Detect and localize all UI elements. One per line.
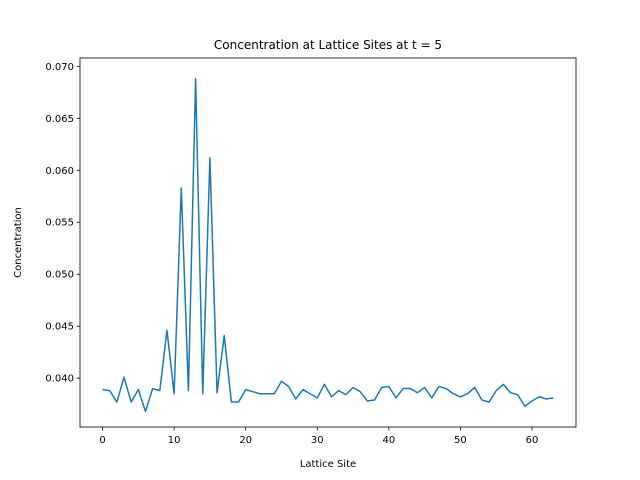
y-tick-label: 0.060 bbox=[45, 166, 74, 177]
x-tick-label: 30 bbox=[311, 435, 324, 446]
x-axis-label: Lattice Site bbox=[300, 459, 356, 470]
y-tick-label: 0.040 bbox=[45, 374, 74, 385]
y-tick-label: 0.050 bbox=[45, 270, 74, 281]
y-tick-label: 0.070 bbox=[45, 62, 74, 73]
series-line bbox=[102, 78, 554, 413]
x-tick-label: 0 bbox=[99, 435, 105, 446]
plot-frame bbox=[79, 57, 577, 428]
y-tick-label: 0.065 bbox=[45, 114, 74, 125]
y-axis-label: Concentration bbox=[13, 207, 24, 278]
x-tick-label: 20 bbox=[239, 435, 252, 446]
x-tick-label: 60 bbox=[526, 435, 539, 446]
y-axis: 0.040 0.045 0.050 0.055 0.060 0.065 0.070 bbox=[45, 62, 80, 385]
x-tick-label: 10 bbox=[168, 435, 181, 446]
chart-title: Concentration at Lattice Sites at t = 5 bbox=[214, 38, 442, 52]
x-axis: 0 10 20 30 40 50 60 bbox=[99, 427, 538, 446]
y-tick-label: 0.055 bbox=[45, 218, 74, 229]
y-tick-label: 0.045 bbox=[45, 322, 74, 333]
x-tick-label: 50 bbox=[454, 435, 467, 446]
x-tick-label: 40 bbox=[382, 435, 395, 446]
